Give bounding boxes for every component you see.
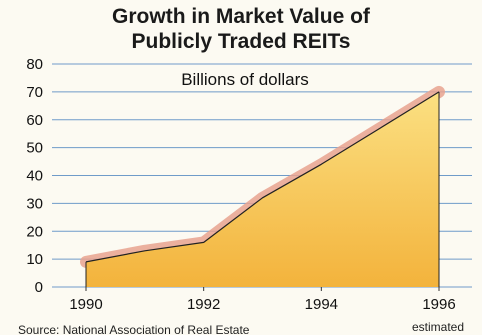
- chart-title-line-2: Publicly Traded REITs: [131, 30, 350, 53]
- source-note: Source: National Association of Real Est…: [18, 323, 250, 335]
- y-tick-label-70: 70: [26, 84, 43, 101]
- chart-title-line-1: Growth in Market Value of: [112, 5, 371, 28]
- y-tick-label-60: 60: [26, 112, 43, 129]
- x-tick-label-1992: 1992: [187, 296, 220, 313]
- y-axis-ticks: 0 10 20 30 40 50 60 70 80: [26, 56, 43, 296]
- x-tick-label-1990: 1990: [69, 296, 102, 313]
- y-tick-label-50: 50: [26, 140, 43, 157]
- y-tick-label-20: 20: [26, 223, 43, 240]
- x-tick-label-1994: 1994: [305, 296, 338, 313]
- y-tick-label-30: 30: [26, 195, 43, 212]
- area-series: [80, 85, 445, 288]
- y-tick-label-40: 40: [26, 168, 43, 185]
- y-tick-label-0: 0: [35, 279, 43, 296]
- x-tick-label-1996: 1996: [422, 296, 455, 313]
- y-tick-label-10: 10: [26, 251, 43, 268]
- chart-subtitle: Billions of dollars: [181, 70, 309, 89]
- series-line: [85, 91, 440, 263]
- x-tick-note: estimated: [412, 320, 464, 334]
- x-axis-ticks: 1990 1992 1994 1996: [69, 287, 456, 313]
- series-area-fill: [86, 91, 439, 288]
- y-tick-label-80: 80: [26, 56, 43, 73]
